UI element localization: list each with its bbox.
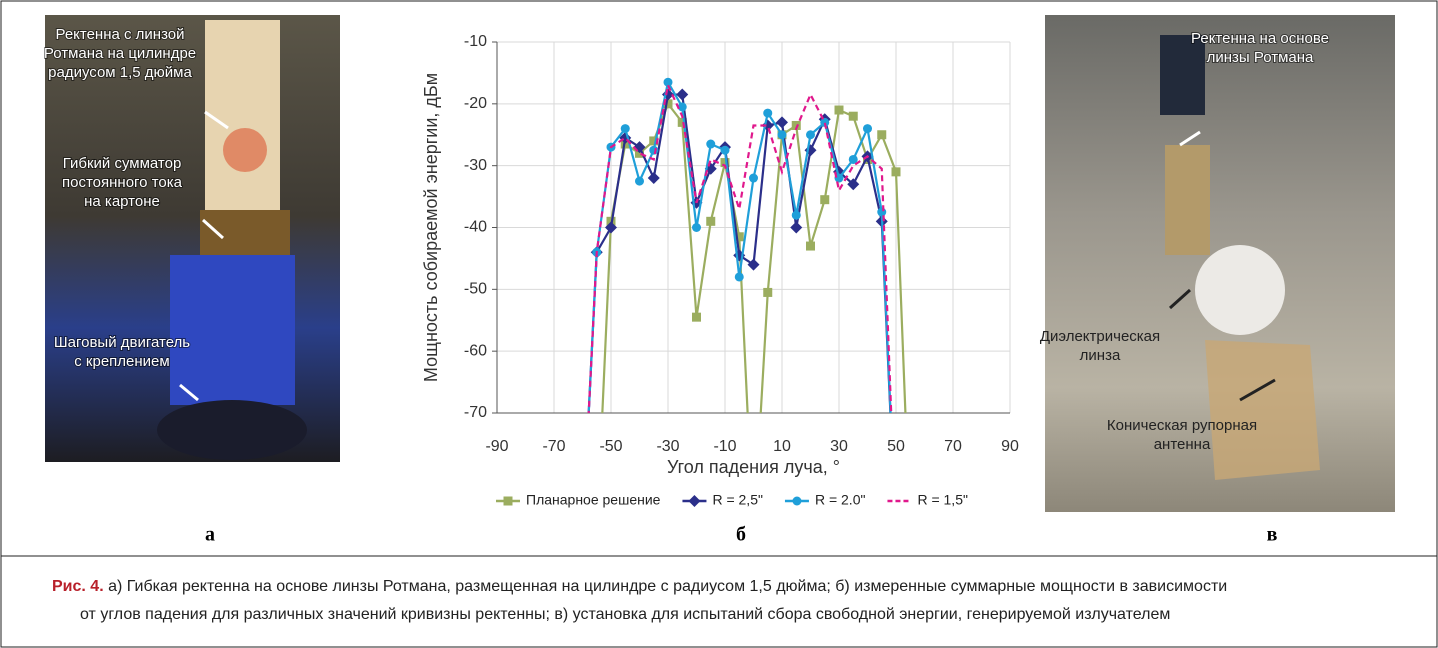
marker [692,223,701,232]
panel-label: в [1267,524,1278,546]
marker [735,272,744,281]
marker [706,217,715,226]
marker [621,124,630,133]
photo-annotation: Шаговый двигатель [54,334,190,351]
marker [748,259,760,271]
figure: -90 -70 -50 -30 -10 10 30 50 70 90 -70 -60 -50 -40 -30… [0,0,1438,648]
marker [504,497,513,506]
photo-annotation: с креплением [74,353,169,370]
marker [790,222,802,234]
figure-canvas: -90 -70 -50 -30 -10 10 30 50 70 90 -70 -60 -50 -40 -30… [0,0,1438,648]
marker [806,130,815,139]
marker [763,109,772,118]
x-tick-label: 70 [944,438,962,455]
x-tick-label: -30 [656,438,679,455]
marker [778,130,787,139]
marker [877,130,886,139]
marker [649,146,658,155]
marker [792,497,801,506]
marker [721,146,730,155]
photo-annotation: радиусом 1,5 дюйма [48,64,192,81]
photo-annotation: Коническая рупорная [1107,417,1257,434]
x-tick-label: 90 [1001,438,1019,455]
photo-annotation: Диэлектрическая [1040,328,1160,345]
x-tick-label: -90 [485,438,508,455]
y-tick-label: -20 [464,95,487,112]
legend-label: R = 1,5" [917,492,968,508]
marker [749,174,758,183]
photo-annotation: постоянного тока [62,174,183,191]
marker [890,531,902,543]
chart: -90 -70 -50 -30 -10 10 30 50 70 90 -70 -60 -50 -40 -30… [421,33,1019,542]
y-tick-label: -30 [464,157,487,174]
photo-annotation: антенна [1154,436,1211,453]
legend-label: R = 2,5" [712,492,763,508]
photo-annotation: Ректенна с линзой [55,26,184,43]
marker [806,242,815,251]
x-tick-label: -10 [713,438,736,455]
x-tick-label: -50 [599,438,622,455]
x-axis-title: Угол падения луча, ° [667,457,840,477]
marker [820,195,829,204]
marker [692,313,701,322]
marker [749,532,758,541]
marker [763,288,772,297]
marker [877,208,886,217]
y-tick-label: -60 [464,342,487,359]
marker [592,532,601,541]
photo-c [1045,15,1395,512]
caption-line: от углов падения для различных значений … [80,606,1170,624]
caption-lead: Рис. 4. [52,578,104,595]
marker [648,172,660,184]
marker [577,531,589,543]
marker [688,495,700,507]
marker [578,532,587,541]
panel-label: б [736,524,746,546]
x-tick-label: 50 [887,438,905,455]
caption-line: Рис. 4. а) Гибкая ректенна на основе лин… [52,578,1227,596]
marker [835,106,844,115]
marker [706,140,715,149]
photo-annotation: Ротмана на цилиндре [44,45,196,62]
photo-annotation: на картоне [84,193,160,210]
photo-annotation: линза [1080,347,1121,364]
marker [892,532,901,541]
panel-label: а [205,524,215,546]
photo-annotation: линзы Ротмана [1207,49,1314,66]
y-tick-label: -40 [464,219,487,236]
y-axis-title: Мощность собираемой энергии, дБм [421,73,441,382]
marker [792,211,801,220]
x-tick-label: 30 [830,438,848,455]
legend-label: Планарное решение [526,492,661,508]
y-tick-label: -10 [464,33,487,50]
y-tick-label: -70 [464,404,487,421]
photo-annotation: Ректенна на основе [1191,30,1329,47]
marker [635,177,644,186]
marker [849,112,858,121]
legend-label: R = 2.0" [815,492,866,508]
x-tick-label: 10 [773,438,791,455]
y-tick-label: -50 [464,281,487,298]
x-tick-label: -70 [542,438,565,455]
caption-text: а) Гибкая ректенна на основе линзы Ротма… [108,578,1227,595]
marker [906,532,915,541]
photo-annotation: Гибкий сумматор [63,155,182,172]
marker [892,167,901,176]
marker [863,124,872,133]
photo-a [45,15,340,462]
